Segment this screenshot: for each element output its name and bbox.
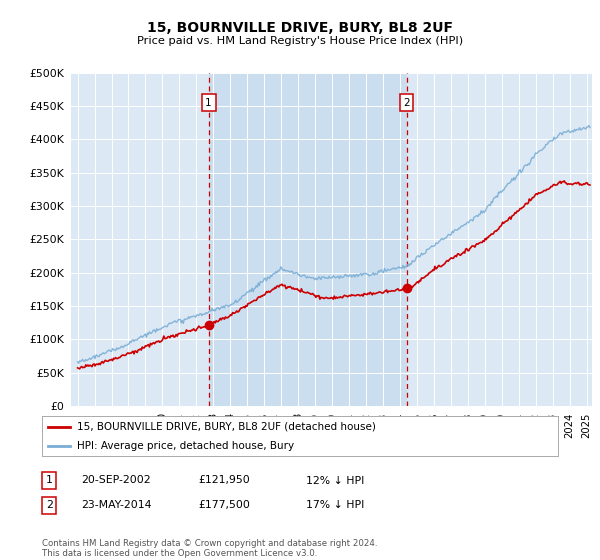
- Text: 17% ↓ HPI: 17% ↓ HPI: [306, 500, 364, 510]
- Text: 1: 1: [205, 98, 212, 108]
- Text: Price paid vs. HM Land Registry's House Price Index (HPI): Price paid vs. HM Land Registry's House …: [137, 36, 463, 46]
- Text: 12% ↓ HPI: 12% ↓ HPI: [306, 475, 364, 486]
- Text: Contains HM Land Registry data © Crown copyright and database right 2024.
This d: Contains HM Land Registry data © Crown c…: [42, 539, 377, 558]
- Text: 2: 2: [403, 98, 410, 108]
- Text: £177,500: £177,500: [198, 500, 250, 510]
- Text: 23-MAY-2014: 23-MAY-2014: [81, 500, 151, 510]
- Text: 1: 1: [46, 475, 53, 486]
- Text: 20-SEP-2002: 20-SEP-2002: [81, 475, 151, 486]
- Text: 15, BOURNVILLE DRIVE, BURY, BL8 2UF: 15, BOURNVILLE DRIVE, BURY, BL8 2UF: [147, 21, 453, 35]
- Text: 2: 2: [46, 500, 53, 510]
- Text: £121,950: £121,950: [198, 475, 250, 486]
- Text: HPI: Average price, detached house, Bury: HPI: Average price, detached house, Bury: [77, 441, 294, 450]
- Text: 15, BOURNVILLE DRIVE, BURY, BL8 2UF (detached house): 15, BOURNVILLE DRIVE, BURY, BL8 2UF (det…: [77, 422, 376, 432]
- Bar: [209, 73, 407, 406]
